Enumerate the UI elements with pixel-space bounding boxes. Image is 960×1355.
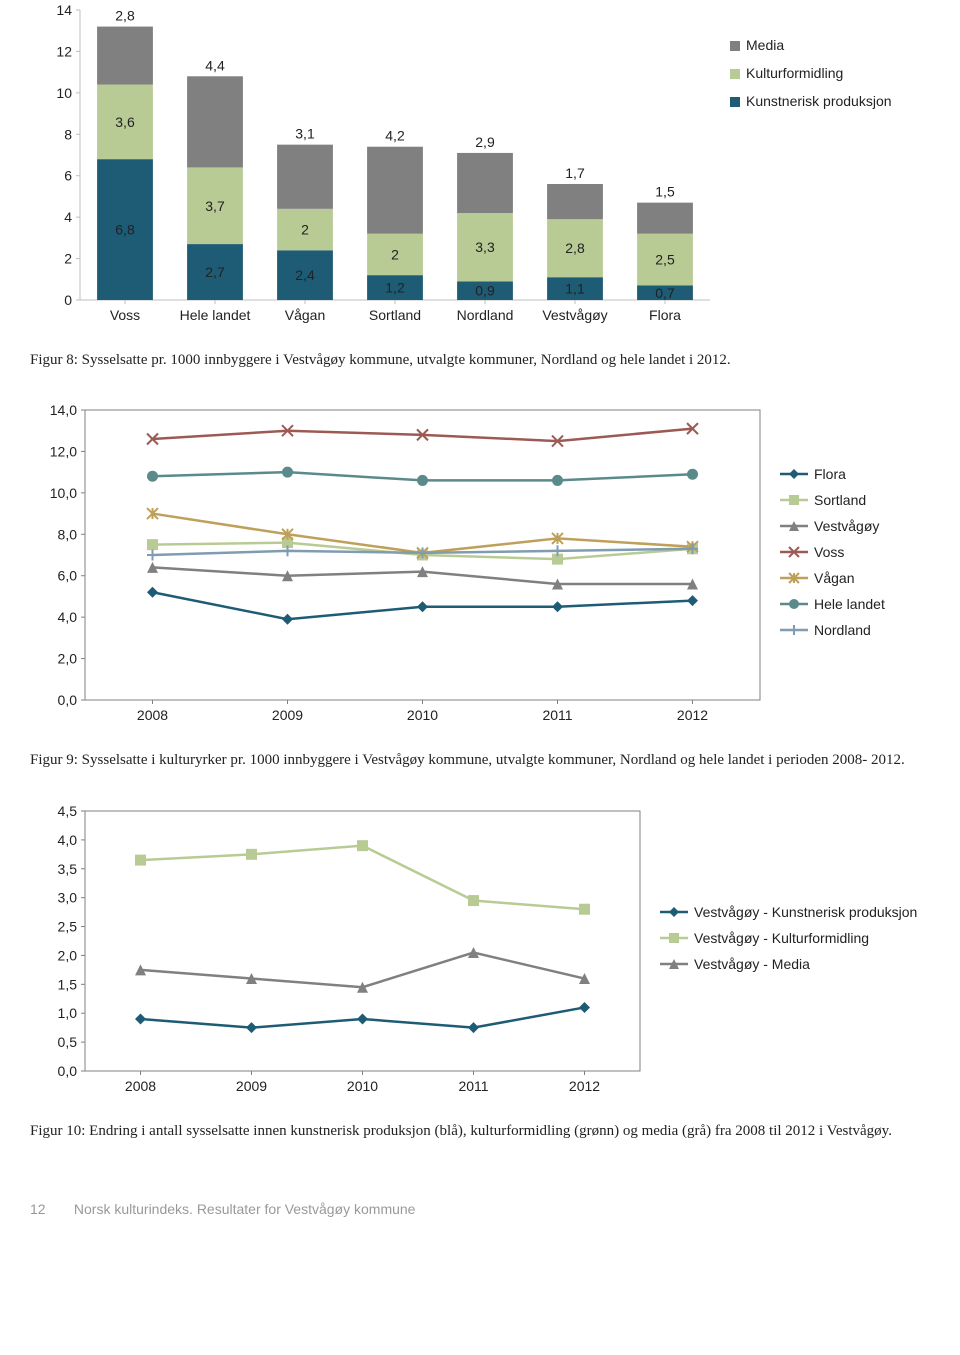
svg-text:4,2: 4,2 [385,128,405,144]
svg-text:8: 8 [64,126,72,142]
svg-text:0,7: 0,7 [655,285,675,301]
svg-text:4: 4 [64,209,72,225]
page-footer: 12 Norsk kulturindeks. Resultater for Ve… [30,1201,930,1217]
svg-text:1,7: 1,7 [565,165,585,181]
svg-text:2: 2 [391,246,399,262]
svg-text:2010: 2010 [347,1078,378,1094]
svg-text:1,0: 1,0 [58,1005,78,1021]
svg-text:2,4: 2,4 [295,267,315,283]
svg-text:12: 12 [56,43,72,59]
svg-text:Vestvågøy - Media: Vestvågøy - Media [694,956,810,972]
svg-text:0,0: 0,0 [58,1063,78,1079]
svg-text:Kunstnerisk produksjon: Kunstnerisk produksjon [746,93,892,109]
svg-text:0: 0 [64,292,72,308]
svg-text:10,0: 10,0 [50,485,77,501]
svg-text:6,0: 6,0 [58,568,78,584]
svg-text:Hele landet: Hele landet [814,596,885,612]
figure-9-line-chart: 0,0 2,0 4,0 6,0 8,0 10,0 12,0 14,0 2008 2009 2010 2… [30,400,930,730]
svg-text:Hele landet: Hele landet [180,307,251,323]
svg-text:2008: 2008 [137,707,168,723]
svg-text:3,6: 3,6 [115,114,135,130]
svg-text:0,9: 0,9 [475,283,495,299]
svg-text:3,7: 3,7 [205,198,225,214]
svg-text:3,5: 3,5 [58,860,78,876]
page-number: 12 [30,1201,70,1217]
svg-text:3,1: 3,1 [295,126,315,142]
svg-text:6,8: 6,8 [115,222,135,238]
footer-text: Norsk kulturindeks. Resultater for Vestv… [74,1201,416,1217]
svg-text:Sortland: Sortland [369,307,421,323]
svg-text:14: 14 [56,2,72,18]
svg-text:4,4: 4,4 [205,57,225,73]
svg-text:2,0: 2,0 [58,947,78,963]
svg-text:Voss: Voss [110,307,140,323]
svg-text:2011: 2011 [542,707,572,723]
svg-text:2,0: 2,0 [58,651,78,667]
svg-text:Flora: Flora [814,466,846,482]
svg-text:2,5: 2,5 [58,918,78,934]
svg-text:Flora: Flora [649,307,681,323]
svg-text:3,3: 3,3 [475,239,495,255]
svg-text:Nordland: Nordland [457,307,514,323]
svg-text:Voss: Voss [814,544,844,560]
svg-text:3,0: 3,0 [58,889,78,905]
svg-text:4,0: 4,0 [58,609,78,625]
svg-text:1,5: 1,5 [655,184,675,200]
svg-text:2008: 2008 [125,1078,156,1094]
svg-text:2012: 2012 [569,1078,600,1094]
svg-text:2,8: 2,8 [565,240,585,256]
svg-text:Kulturformidling: Kulturformidling [746,65,843,81]
svg-text:Vestvågøy - Kunstnerisk produk: Vestvågøy - Kunstnerisk produksjon [694,904,917,920]
svg-text:1,2: 1,2 [385,280,405,296]
svg-text:Media: Media [746,37,784,53]
svg-text:2: 2 [64,251,72,267]
svg-text:Vågan: Vågan [814,570,854,586]
figure-8-stacked-bar: 0 2 4 6 8 10 12 14 6,8 3,6 2,8 Voss 2,7 3,7 4,4 Hele la… [30,0,930,330]
figure-8-caption: Figur 8: Sysselsatte pr. 1000 innbyggere… [30,350,930,370]
svg-text:2010: 2010 [407,707,438,723]
svg-text:2009: 2009 [272,707,303,723]
svg-text:Vestvågøy: Vestvågøy [814,518,879,534]
figure-9-caption: Figur 9: Sysselsatte i kulturyrker pr. 1… [30,750,930,770]
svg-text:6: 6 [64,168,72,184]
svg-text:Sortland: Sortland [814,492,866,508]
figure-10-line-chart: 0,0 0,5 1,0 1,5 2,0 2,5 3,0 3,5 4,0 4,5 2008 2009 20… [30,801,930,1101]
svg-text:2: 2 [301,222,309,238]
svg-text:4,0: 4,0 [58,831,78,847]
svg-text:2012: 2012 [677,707,708,723]
svg-text:4,5: 4,5 [58,803,78,819]
svg-text:2,5: 2,5 [655,252,675,268]
svg-text:Vågan: Vågan [285,307,325,323]
svg-text:Nordland: Nordland [814,622,871,638]
svg-text:1,1: 1,1 [565,281,585,297]
svg-text:0,0: 0,0 [58,692,78,708]
svg-text:2011: 2011 [458,1078,488,1094]
svg-text:2,9: 2,9 [475,134,495,150]
svg-text:1,5: 1,5 [58,976,78,992]
svg-text:12,0: 12,0 [50,444,77,460]
svg-text:2,8: 2,8 [115,8,135,24]
svg-text:8,0: 8,0 [58,527,78,543]
svg-text:2,7: 2,7 [205,264,225,280]
svg-text:10: 10 [56,85,72,101]
svg-text:2009: 2009 [236,1078,267,1094]
svg-text:Vestvågøy: Vestvågøy [542,307,607,323]
figure-10-caption: Figur 10: Endring i antall sysselsatte i… [30,1121,930,1141]
svg-text:0,5: 0,5 [58,1034,78,1050]
svg-text:14,0: 14,0 [50,402,77,418]
svg-text:Vestvågøy - Kulturformidling: Vestvågøy - Kulturformidling [694,930,869,946]
